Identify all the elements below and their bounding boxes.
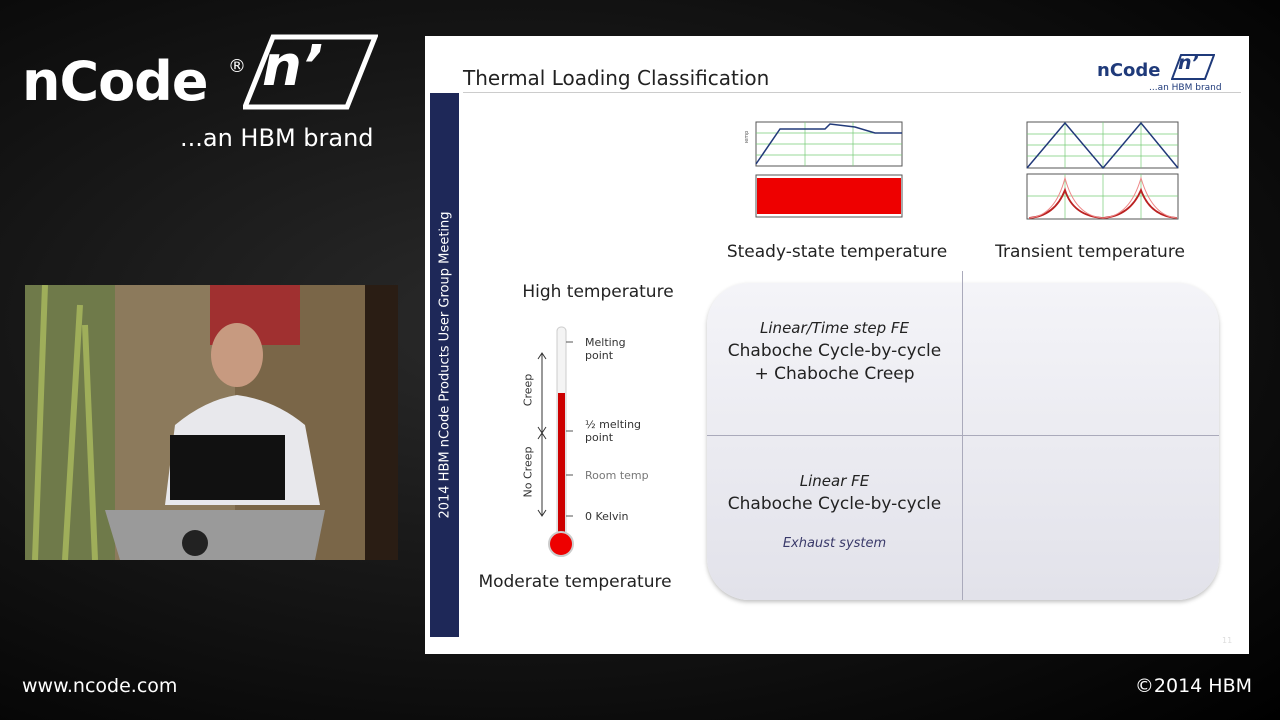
title-rule — [463, 92, 1241, 93]
slide-logo-name: nCode — [1097, 60, 1161, 81]
slide: Thermal Loading Classification nCode n’ … — [425, 36, 1249, 654]
slide-logo-tagline: ...an HBM brand — [1149, 83, 1222, 93]
footer-url: www.ncode.com — [22, 675, 178, 697]
page-number: 11 — [1222, 636, 1233, 645]
thermometer — [537, 326, 574, 557]
cell: Linear FE Chaboche Cycle-by-cycle Exhaus… — [707, 470, 962, 555]
cell-method: Linear/Time step FE — [760, 319, 909, 337]
speaker-video — [25, 285, 398, 560]
cell-text: Chaboche Cycle-by-cycle — [727, 494, 942, 514]
logo-badge-frame — [243, 34, 378, 110]
logo-name: nCode — [22, 50, 208, 113]
slide-logo-frame — [1171, 54, 1215, 80]
thermo-label: No Creep — [521, 446, 535, 498]
grid-divider — [707, 435, 1219, 436]
classification-grid — [707, 283, 1219, 600]
cell-text: Chaboche Cycle-by-cycle — [727, 341, 942, 361]
logo-badge: n’ — [262, 34, 324, 99]
thermo-label: Melting point — [585, 336, 626, 362]
slide-logo-badge: n’ — [1178, 52, 1199, 74]
row-header: Moderate temperature — [478, 572, 672, 592]
thermo-label: 0 Kelvin — [585, 510, 629, 523]
footer-copyright: ©2014 HBM — [1134, 675, 1252, 697]
cell-method: Linear FE — [799, 472, 870, 490]
thermo-label: ½ melting point — [585, 418, 642, 444]
column-header: Steady-state temperature — [726, 242, 948, 262]
row-header: High temperature — [522, 282, 674, 302]
steady-state-plots: Temp — [745, 121, 903, 218]
svg-text:Temp: Temp — [745, 131, 750, 145]
slide-title: Thermal Loading Classification — [463, 66, 770, 90]
transient-plots — [1026, 121, 1179, 220]
cell: Linear/Time step FE Chaboche Cycle-by-cy… — [707, 317, 962, 386]
thermo-label: Room temp — [585, 469, 649, 482]
column-header: Transient temperature — [995, 242, 1185, 262]
logo-tagline: ...an HBM brand — [180, 124, 374, 152]
sidebar-text: 2014 HBM nCode Products User Group Meeti… — [437, 211, 453, 519]
sidebar — [430, 93, 459, 637]
cell-example: Exhaust system — [782, 536, 887, 551]
logo-mark: ® — [228, 56, 246, 77]
thermo-label: Creep — [521, 373, 535, 407]
cell-text: + Chaboche Creep — [754, 364, 915, 384]
